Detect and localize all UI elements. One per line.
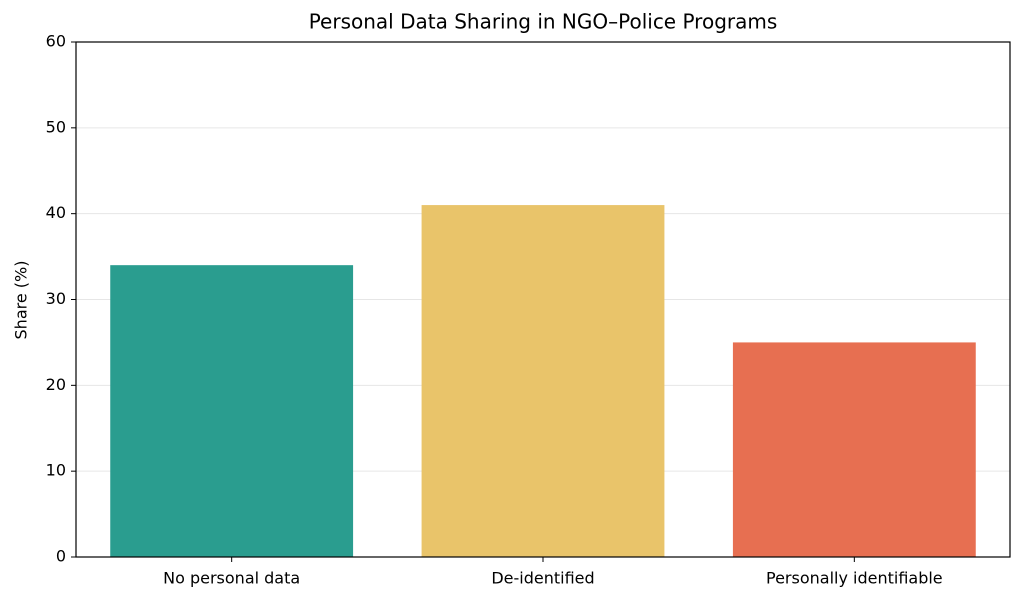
y-tick-label: 50 bbox=[46, 117, 66, 136]
y-tick-label: 40 bbox=[46, 203, 66, 222]
bar bbox=[421, 205, 665, 558]
y-tick-label: 20 bbox=[46, 375, 66, 394]
plot-frame bbox=[75, 41, 1011, 558]
y-tick-label: 60 bbox=[46, 32, 66, 51]
x-tick-label: De-identified bbox=[491, 569, 594, 588]
y-tick-label: 0 bbox=[56, 547, 66, 566]
chart-title: Personal Data Sharing in NGO–Police Prog… bbox=[309, 10, 778, 34]
bar bbox=[732, 342, 976, 557]
x-tick-label: No personal data bbox=[163, 569, 300, 588]
y-tick-label: 30 bbox=[46, 289, 66, 308]
y-axis-label: Share (%) bbox=[12, 261, 31, 340]
y-tick-label: 10 bbox=[46, 461, 66, 480]
bar bbox=[110, 265, 354, 557]
x-tick-label: Personally identifiable bbox=[766, 569, 943, 588]
